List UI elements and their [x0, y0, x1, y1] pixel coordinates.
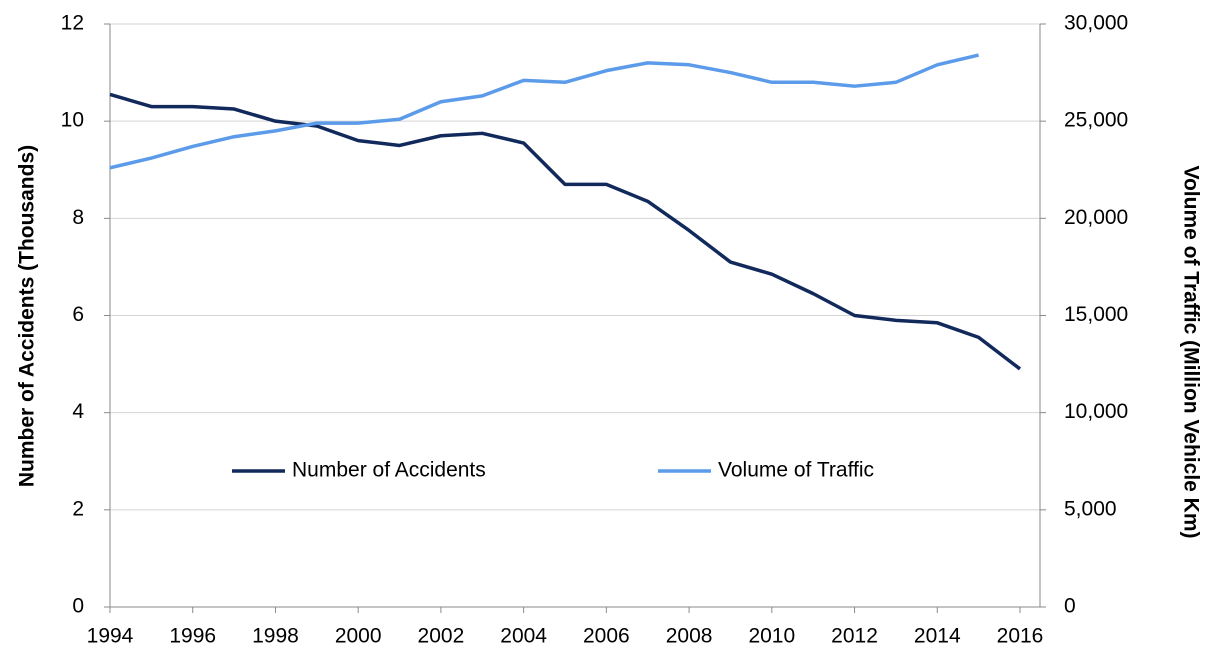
y-tick-label: 10 — [61, 109, 84, 132]
x-tick-label: 2010 — [748, 625, 795, 648]
y2-tick-label: 30,000 — [1064, 12, 1128, 35]
y2-axis-label: Volume of Traffic (Million Vehicle Km) — [1179, 166, 1202, 539]
y2-tick-label: 20,000 — [1064, 206, 1128, 229]
series-line — [109, 92, 1022, 371]
x-tick-label: 2006 — [583, 625, 630, 648]
y2-tick-label: 15,000 — [1064, 303, 1128, 326]
x-tick-label: 1996 — [169, 625, 216, 648]
y-tick-label: 2 — [72, 497, 84, 520]
series-line — [109, 53, 980, 170]
y2-tick-label: 0 — [1064, 595, 1076, 618]
x-tick-label: 2012 — [831, 625, 878, 648]
y-tick-label: 6 — [72, 303, 84, 326]
y2-tick-label: 5,000 — [1064, 497, 1117, 520]
y-tick-label: 4 — [72, 400, 84, 423]
legend-label: Volume of Traffic — [718, 459, 874, 482]
x-tick-label: 1998 — [252, 625, 299, 648]
x-tick-label: 2008 — [666, 625, 713, 648]
x-tick-label: 2002 — [418, 625, 465, 648]
x-tick-label: 2004 — [500, 625, 547, 648]
x-tick-label: 2016 — [997, 625, 1044, 648]
y-axis-label: Number of Accidents (Thousands) — [16, 145, 39, 487]
x-tick-label: 2000 — [335, 625, 382, 648]
y2-tick-label: 25,000 — [1064, 109, 1128, 132]
x-tick-label: 2014 — [914, 625, 961, 648]
y2-tick-label: 10,000 — [1064, 400, 1128, 423]
y-tick-label: 8 — [72, 206, 84, 229]
x-tick-label: 1994 — [87, 625, 134, 648]
y-tick-label: 0 — [72, 595, 84, 618]
legend-label: Number of Accidents — [292, 459, 486, 482]
y-tick-label: 12 — [61, 12, 84, 35]
